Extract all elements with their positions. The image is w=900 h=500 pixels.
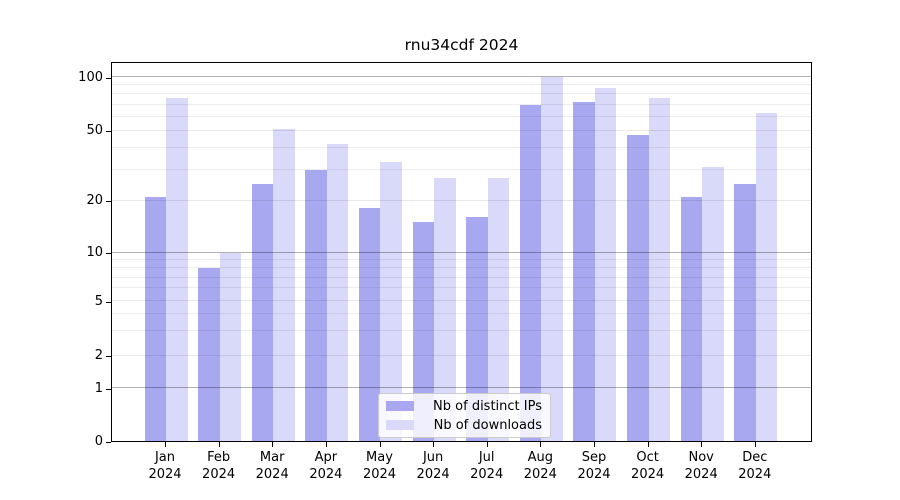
y-tick-mark-100: [106, 77, 111, 79]
bar-downloads-apr: [326, 143, 349, 441]
gridline-y1: [112, 387, 811, 388]
gridline-y100: [112, 76, 811, 77]
x-tick-mark-jun: [433, 442, 435, 447]
x-tick-mark-jul: [486, 442, 488, 447]
x-tick-mark-jan: [165, 442, 166, 447]
y-tick-mark-1: [106, 388, 111, 390]
x-tick-label-oct: Oct 2024: [631, 450, 665, 482]
x-tick-label-aug: Aug 2024: [523, 450, 557, 482]
gridline-y2: [112, 354, 811, 356]
gridline-y9: [112, 258, 811, 260]
x-tick-label-jan: Jan 2024: [148, 450, 182, 482]
y-tick-label-10: 10: [86, 245, 103, 260]
bar-downloads-dec: [755, 112, 778, 441]
gridline-y10: [112, 251, 811, 253]
bar-downloads-may: [380, 162, 402, 441]
bar-downloads-jun: [434, 177, 456, 441]
bar-distinct-ips-oct: [627, 135, 649, 441]
x-tick-mark-aug: [540, 442, 542, 447]
bar-distinct-ips-mar: [251, 183, 274, 441]
gridline-y7: [112, 276, 811, 278]
y-tick-mark-10: [106, 253, 111, 254]
bar-downloads-jul: [487, 177, 510, 441]
x-tick-mark-sep: [594, 442, 595, 447]
x-tick-label-apr: Apr 2024: [309, 450, 343, 482]
bar-distinct-ips-apr: [305, 169, 327, 441]
bar-distinct-ips-jan: [144, 196, 166, 441]
gridline-y80: [112, 93, 811, 95]
y-tick-label-20: 20: [86, 193, 103, 208]
x-tick-mark-nov: [701, 442, 703, 447]
gridline-y90: [112, 84, 811, 86]
x-tick-mark-dec: [754, 442, 756, 447]
gridline-y50: [112, 129, 811, 131]
bar-downloads-feb: [219, 252, 242, 441]
x-tick-label-mar: Mar 2024: [255, 450, 289, 482]
bar-downloads-aug: [541, 77, 563, 441]
x-tick-mark-may: [379, 442, 381, 447]
y-tick-label-2: 2: [94, 348, 103, 363]
x-tick-mark-oct: [647, 442, 649, 447]
gridline-y5: [112, 300, 811, 301]
x-tick-mark-mar: [272, 442, 274, 447]
bar-downloads-mar: [273, 129, 295, 441]
y-tick-label-1: 1: [94, 380, 103, 396]
legend-label-downloads: Nb of downloads: [433, 417, 542, 433]
x-tick-label-nov: Nov 2024: [684, 450, 718, 482]
x-tick-label-jul: Jul 2024: [470, 450, 504, 482]
legend-swatch-distinct-ips-icon: [386, 401, 414, 411]
bar-distinct-ips-nov: [680, 196, 703, 441]
bar-downloads-oct: [648, 98, 671, 441]
plot-area: Nb of distinct IPs Nb of downloads: [111, 62, 812, 442]
x-tick-label-sep: Sep 2024: [577, 450, 611, 482]
bar-distinct-ips-dec: [734, 183, 756, 441]
x-tick-label-feb: Feb 2024: [202, 450, 236, 482]
y-tick-label-50: 50: [86, 123, 103, 138]
legend-item-downloads: Nb of downloads: [386, 418, 542, 433]
legend-swatch-downloads-icon: [386, 420, 414, 430]
y-tick-mark-20: [106, 201, 111, 202]
y-tick-mark-5: [106, 301, 111, 303]
gridline-y3: [112, 330, 811, 332]
y-tick-mark-0: [106, 441, 111, 443]
bar-distinct-ips-aug: [519, 104, 542, 441]
y-tick-mark-50: [106, 131, 111, 132]
gridline-y8: [112, 267, 811, 269]
x-tick-mark-apr: [325, 442, 327, 447]
gridline-y60: [112, 115, 811, 117]
y-tick-label-5: 5: [94, 293, 103, 309]
x-tick-label-dec: Dec 2024: [738, 450, 772, 482]
gridline-y6: [112, 287, 811, 289]
chart-title: rnu34cdf 2024: [404, 36, 519, 54]
x-tick-label-jun: Jun 2024: [416, 450, 450, 482]
bar-distinct-ips-may: [358, 208, 381, 441]
bar-downloads-nov: [702, 167, 724, 441]
y-tick-label-100: 100: [78, 69, 103, 85]
gridline-y30: [112, 168, 811, 170]
gridline-y70: [112, 103, 811, 105]
legend-label-distinct-ips: Nb of distinct IPs: [433, 398, 542, 414]
gridline-y40: [112, 146, 811, 148]
bar-distinct-ips-jun: [412, 222, 435, 441]
y-tick-mark-2: [106, 356, 111, 357]
bar-downloads-sep: [594, 87, 617, 441]
bar-distinct-ips-sep: [573, 102, 595, 441]
legend: Nb of distinct IPs Nb of downloads: [378, 393, 551, 438]
legend-item-distinct-ips: Nb of distinct IPs: [386, 399, 542, 414]
bar-downloads-jan: [166, 98, 188, 441]
bar-distinct-ips-jul: [466, 217, 488, 441]
y-tick-label-0: 0: [94, 433, 103, 449]
x-tick-label-may: May 2024: [362, 450, 397, 482]
x-tick-mark-feb: [218, 442, 220, 447]
gridline-y4: [112, 313, 811, 315]
bar-distinct-ips-feb: [198, 268, 220, 441]
gridline-y20: [112, 199, 811, 201]
